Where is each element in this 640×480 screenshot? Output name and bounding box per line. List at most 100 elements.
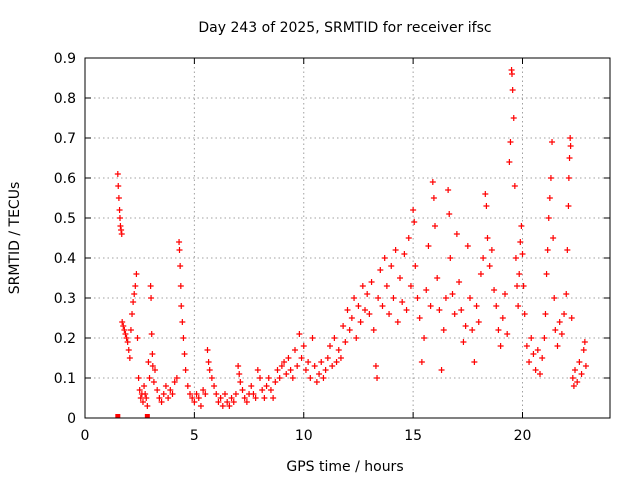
data-point xyxy=(528,335,535,341)
data-point xyxy=(355,303,362,309)
data-point xyxy=(511,183,518,189)
data-point xyxy=(281,359,288,365)
data-point xyxy=(272,379,279,385)
data-point xyxy=(142,391,149,397)
data-point xyxy=(267,387,274,393)
data-point xyxy=(173,375,180,381)
data-point xyxy=(144,403,151,409)
data-point xyxy=(115,195,122,201)
data-point xyxy=(204,347,211,353)
data-point xyxy=(139,399,146,405)
data-point xyxy=(136,387,143,393)
data-point xyxy=(121,327,128,333)
data-point xyxy=(195,395,202,401)
data-point xyxy=(179,319,186,325)
data-point xyxy=(582,363,589,369)
data-point xyxy=(236,371,243,377)
data-point xyxy=(148,331,155,337)
data-point xyxy=(401,251,408,257)
data-point xyxy=(446,211,453,217)
data-point xyxy=(542,311,549,317)
data-point xyxy=(558,331,565,337)
data-point xyxy=(397,275,403,281)
data-point xyxy=(307,375,314,381)
data-point xyxy=(516,271,523,277)
data-point xyxy=(241,395,248,401)
data-point xyxy=(521,311,528,317)
data-point xyxy=(114,171,121,177)
data-point xyxy=(551,295,558,301)
data-point xyxy=(296,331,303,337)
data-point xyxy=(118,227,125,233)
y-tick-label: 0.5 xyxy=(54,211,76,227)
data-point xyxy=(411,219,418,225)
data-point xyxy=(374,375,381,381)
data-point xyxy=(131,291,138,297)
data-point xyxy=(125,347,132,353)
data-point xyxy=(537,371,543,377)
data-point xyxy=(230,399,237,405)
data-point xyxy=(518,223,525,229)
data-point xyxy=(495,327,502,333)
data-point xyxy=(193,391,200,397)
data-point xyxy=(475,319,482,325)
data-point xyxy=(292,347,298,353)
x-tick-label: 15 xyxy=(404,428,422,444)
data-point xyxy=(263,383,270,389)
data-point xyxy=(177,283,184,289)
data-point xyxy=(219,403,226,409)
data-point xyxy=(274,367,281,373)
x-tick-label: 5 xyxy=(190,428,199,444)
data-point xyxy=(202,391,209,397)
data-point xyxy=(211,383,218,389)
data-point xyxy=(469,327,476,333)
data-point xyxy=(331,335,338,341)
data-point xyxy=(509,71,515,77)
data-point xyxy=(149,351,156,357)
data-point xyxy=(329,363,336,369)
data-point xyxy=(381,255,388,261)
data-point xyxy=(486,263,493,269)
data-point xyxy=(235,363,242,369)
data-point xyxy=(561,311,568,317)
grid-lines xyxy=(85,58,610,418)
data-point xyxy=(510,115,517,121)
zero-marker xyxy=(115,414,121,418)
plot-frame xyxy=(84,57,611,419)
data-point xyxy=(167,387,174,393)
data-point xyxy=(237,379,244,385)
data-point xyxy=(565,203,572,209)
data-point xyxy=(206,367,213,373)
data-point xyxy=(243,399,250,405)
y-tick-label: 0.4 xyxy=(54,251,76,267)
data-point xyxy=(141,383,148,389)
data-point xyxy=(462,323,469,329)
data-point xyxy=(191,399,198,405)
data-point xyxy=(544,247,551,253)
data-point xyxy=(386,311,393,317)
data-point xyxy=(239,387,246,393)
data-point xyxy=(392,247,399,253)
data-point xyxy=(403,307,410,313)
axis-ticks: 0 0.1 0.2 0.3 0.4 0.5 0.6 0.7 0.8 0.9 0 5 10 15 20 xyxy=(54,51,610,444)
data-point xyxy=(165,395,172,401)
data-point xyxy=(177,263,184,269)
data-point xyxy=(517,239,524,245)
zero-marker xyxy=(144,414,150,418)
data-point xyxy=(300,343,307,349)
data-point xyxy=(399,299,406,305)
data-point xyxy=(499,315,506,321)
data-point xyxy=(456,279,463,285)
data-point xyxy=(320,375,327,381)
data-point xyxy=(145,359,152,365)
data-point xyxy=(515,303,522,309)
data-point xyxy=(568,315,575,321)
data-point xyxy=(484,235,491,241)
data-point xyxy=(152,367,158,373)
data-point xyxy=(156,395,163,401)
data-point xyxy=(509,87,516,93)
data-point xyxy=(129,311,136,317)
data-point xyxy=(545,215,552,221)
data-point xyxy=(506,159,513,165)
data-point xyxy=(580,347,587,353)
